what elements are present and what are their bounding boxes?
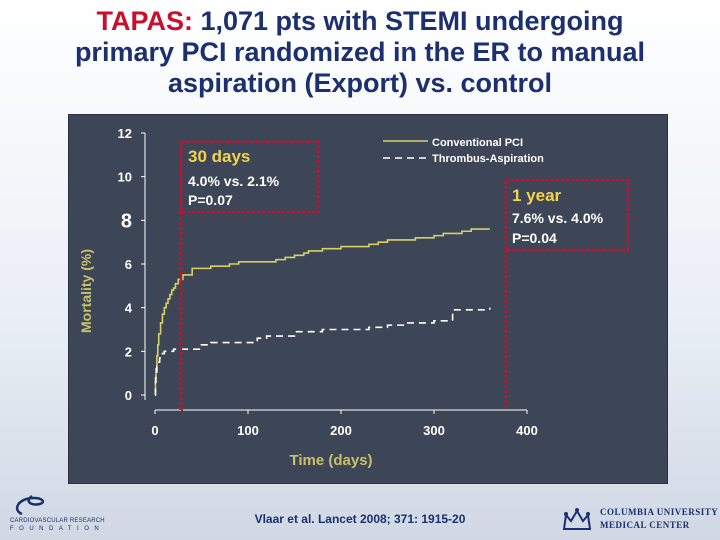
annotation-1y-text: P=0.04 [512,230,557,246]
crf-swirl-icon [15,495,45,516]
title-line3: aspiration (Export) vs. control [167,68,553,98]
x-tick-label: 0 [151,423,158,438]
chart-legend: Conventional PCI Thrombus-Aspiration [383,137,544,165]
title-line2: primary PCI randomized in the ER to manu… [74,37,646,67]
chart-annotations: 30 days 4.0% vs. 2.1% P=0.07 1 year 7.6% vs.… [179,140,630,412]
columbia-name: COLUMBIA UNIVERSITY [600,507,719,517]
columbia-logo: COLUMBIA UNIVERSITY MEDICAL CENTER [560,505,720,535]
citation: Vlaar et al. Lancet 2008; 371: 1915-20 [254,512,466,526]
columbia-sub: MEDICAL CENTER [600,520,690,530]
annotation-1y-text: 1 year [512,186,562,205]
series-thrombus-aspiration [154,307,491,396]
x-tick-label: 300 [423,423,445,438]
annotation-1y-label-box [504,178,630,252]
y-tick-label: 2 [125,344,132,359]
crf-name: CARDIOVASCULAR RESEARCH [10,518,105,524]
x-tick-label: 100 [237,423,259,438]
x-tick-label: 400 [516,423,538,438]
title-line1: 1,071 pts with STEMI undergoing [192,6,624,36]
annotation-30d-text: 4.0% vs. 2.1% [188,173,280,189]
crown-icon [562,508,592,530]
y-tick-label: 10 [118,170,132,185]
chart-axes: 0 2 4 6 8 10 12 0 100 200 300 400 Time (days) [118,126,538,469]
annotation-1y-text: 7.6% vs. 4.0% [512,210,604,226]
annotation-30d-text: P=0.07 [188,192,233,208]
legend-label: Conventional PCI [432,137,523,149]
crf-logo: CARDIOVASCULAR RESEARCH FOUNDATION [10,492,130,532]
y-tick-label: 6 [125,257,132,272]
x-tick-label: 200 [330,423,352,438]
y-tick-label: 0 [125,388,132,403]
y-tick-label: 12 [118,126,132,141]
legend-label: Thrombus-Aspiration [432,153,544,165]
y-axis-label: Mortality (%) [78,249,94,333]
title-highlight: TAPAS: [96,6,193,36]
chart-series [154,228,491,396]
y-tick-label: 4 [125,301,133,316]
y-tick-label: 8 [121,210,132,232]
series-conventional-pci [154,228,490,396]
crf-name-2: FOUNDATION [10,526,105,532]
annotation-30d-text: 30 days [188,147,250,166]
x-axis-label: Time (days) [289,452,372,469]
annotation-30d-label-box [179,140,320,214]
slide-title: TAPAS: 1,071 pts with STEMI undergoing p… [0,6,720,99]
